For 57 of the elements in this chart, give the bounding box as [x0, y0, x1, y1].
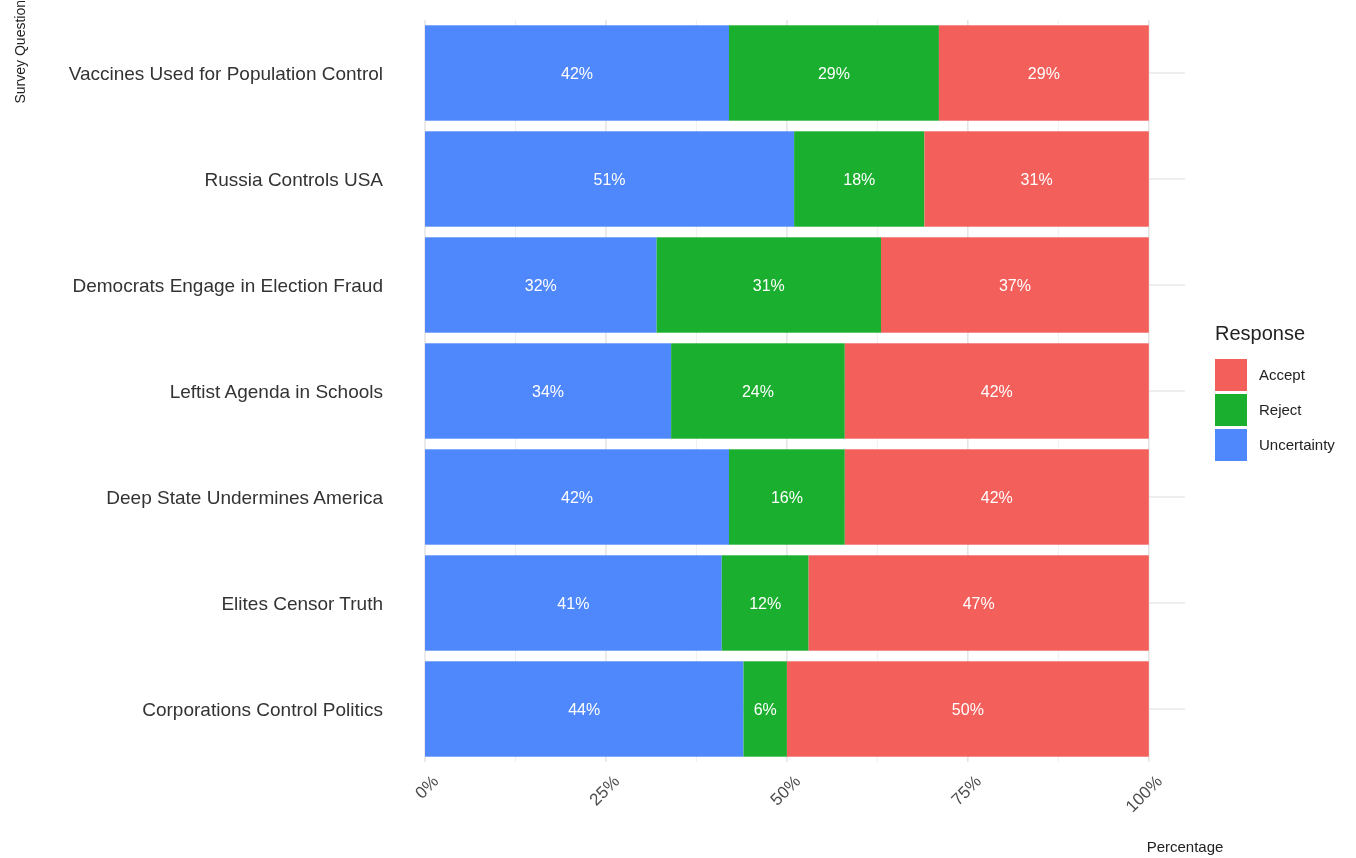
data-label: 37% — [998, 276, 1031, 294]
bar — [425, 237, 657, 333]
data-label: 42% — [980, 382, 1013, 400]
data-label: 44% — [568, 700, 601, 718]
legend-title: Response — [1215, 322, 1306, 344]
bar — [671, 343, 845, 439]
bar — [924, 131, 1149, 227]
data-label: 50% — [951, 700, 984, 718]
bar — [743, 661, 787, 757]
y-tick-label: Corporations Control Politics — [142, 698, 383, 720]
legend-label: Uncertainty — [1259, 436, 1336, 454]
data-label: 29% — [817, 64, 850, 82]
bar — [794, 131, 925, 227]
data-label: 41% — [557, 594, 590, 612]
y-tick-label: Democrats Engage in Election Fraud — [72, 274, 383, 296]
data-label: 24% — [741, 382, 774, 400]
data-label: 31% — [752, 276, 785, 294]
bar — [425, 449, 729, 545]
bar — [425, 555, 722, 651]
bar — [425, 661, 744, 757]
data-label: 31% — [1020, 170, 1053, 188]
bar — [808, 555, 1149, 651]
bar — [844, 449, 1149, 545]
data-label: 47% — [962, 594, 995, 612]
y-tick-label: Leftist Agenda in Schools — [169, 380, 383, 402]
y-tick-label: Russia Controls USA — [204, 168, 384, 190]
y-axis-title: Survey Question — [12, 0, 28, 104]
data-label: 42% — [560, 64, 594, 82]
data-label: 6% — [753, 700, 777, 718]
y-tick-label: Vaccines Used for Population Control — [68, 62, 383, 84]
bar — [425, 131, 795, 227]
data-label: 34% — [532, 382, 565, 400]
x-tick-label: 0% — [411, 771, 443, 803]
data-label: 18% — [843, 170, 876, 188]
y-tick-label: Deep State Undermines America — [106, 486, 384, 508]
data-label: 42% — [980, 488, 1013, 506]
y-tick-label: Elites Censor Truth — [221, 592, 383, 614]
bar — [844, 343, 1149, 439]
bar — [881, 237, 1149, 333]
data-label: 51% — [593, 170, 626, 188]
data-label: 16% — [770, 488, 803, 506]
bar — [786, 661, 1149, 757]
x-axis-title: Percentage — [1146, 838, 1224, 855]
legend-label: Reject — [1259, 401, 1303, 419]
bar — [938, 25, 1149, 121]
bar — [656, 237, 881, 333]
bar — [425, 25, 729, 121]
data-label: 42% — [560, 488, 594, 506]
data-label: 12% — [749, 594, 782, 612]
data-label: 32% — [524, 276, 557, 294]
bar — [721, 555, 809, 651]
x-tick-label: 75% — [947, 771, 986, 810]
bar — [729, 25, 939, 121]
data-label: 29% — [1027, 64, 1060, 82]
bar — [729, 449, 845, 545]
legend-label: Accept — [1259, 366, 1306, 384]
bar — [425, 343, 672, 439]
